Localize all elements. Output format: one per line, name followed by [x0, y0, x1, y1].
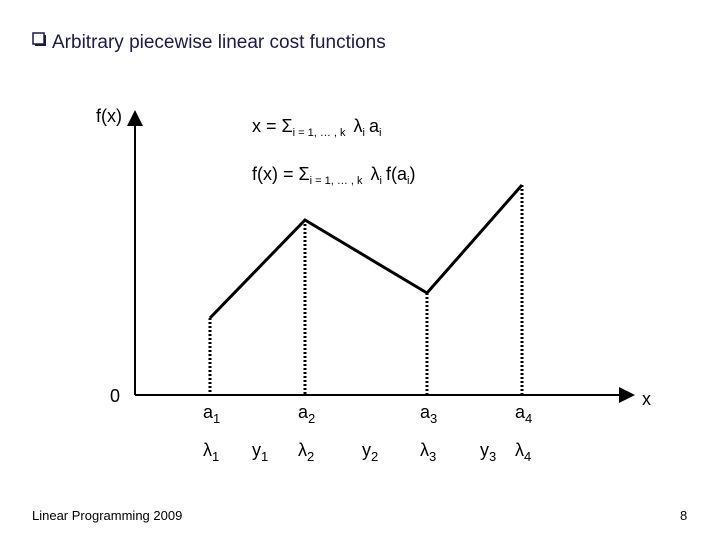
weight-label-index: 3: [429, 449, 436, 464]
breakpoint-label-index: 1: [213, 411, 220, 426]
weight-label: λ4: [515, 440, 531, 464]
breakpoint-label-index: 3: [430, 411, 437, 426]
cost-function: [208, 184, 524, 320]
formula: x = Σi = 1, … , k λi ai: [252, 116, 381, 139]
formula-range: i = 1, … , k: [310, 175, 363, 187]
segment-label-index: 2: [371, 449, 378, 464]
slide-title: Arbitrary piecewise linear cost function…: [52, 32, 386, 53]
formula-index: i: [363, 127, 365, 139]
weight-label-base: λ: [515, 440, 524, 460]
formula-lambda: λ: [354, 116, 363, 136]
weight-label: λ1: [203, 440, 219, 464]
footer-left: Linear Programming 2009: [32, 508, 182, 523]
formula-range: i = 1, … , k: [293, 127, 346, 139]
weight-label-index: 2: [307, 449, 314, 464]
breakpoint-label-index: 2: [308, 411, 315, 426]
formula-index: i: [379, 127, 381, 139]
segment-label-base: y: [480, 440, 489, 460]
breakpoint-label-base: a: [420, 402, 431, 422]
weight-label: λ3: [420, 440, 436, 464]
breakpoint-label: a4: [515, 402, 532, 426]
segment-label: y3: [480, 440, 496, 464]
formula-lambda: λ: [371, 164, 380, 184]
formula-lhs: x = Σ: [252, 116, 293, 136]
segment-label-base: y: [252, 440, 261, 460]
segment-label: y1: [252, 440, 268, 464]
x-axis-label: x: [642, 389, 651, 409]
breakpoint-label: a2: [298, 402, 315, 426]
segment-label: y2: [362, 440, 378, 464]
bullet: [32, 32, 46, 46]
weight-label: λ2: [298, 440, 314, 464]
formula-index: i: [380, 175, 382, 187]
formula-index: i: [407, 175, 409, 187]
y-axis-label: f(x): [96, 106, 122, 126]
weight-label-index: 1: [212, 449, 219, 464]
origin-label: 0: [110, 386, 120, 406]
formula-term: a: [369, 116, 380, 136]
breakpoint-label-base: a: [203, 402, 214, 422]
breakpoint-lines: [208, 185, 524, 395]
weight-label-base: λ: [298, 440, 307, 460]
breakpoint-label-base: a: [515, 402, 526, 422]
page-number: 8: [680, 508, 687, 523]
segment-label-index: 1: [261, 449, 268, 464]
segment-label-index: 3: [489, 449, 496, 464]
segment-label-base: y: [362, 440, 371, 460]
weight-label-base: λ: [420, 440, 429, 460]
breakpoint-label-index: 4: [525, 411, 532, 426]
formula: f(x) = Σi = 1, … , k λi f(ai): [252, 164, 415, 187]
breakpoint-label: a1: [203, 402, 220, 426]
breakpoint-label-base: a: [298, 402, 309, 422]
formula-term: f(a: [386, 164, 408, 184]
formula-term-end: ): [409, 164, 415, 184]
weight-label-base: λ: [203, 440, 212, 460]
weight-label-index: 4: [524, 449, 531, 464]
breakpoint-label: a3: [420, 402, 437, 426]
formula-lhs: f(x) = Σ: [252, 164, 310, 184]
